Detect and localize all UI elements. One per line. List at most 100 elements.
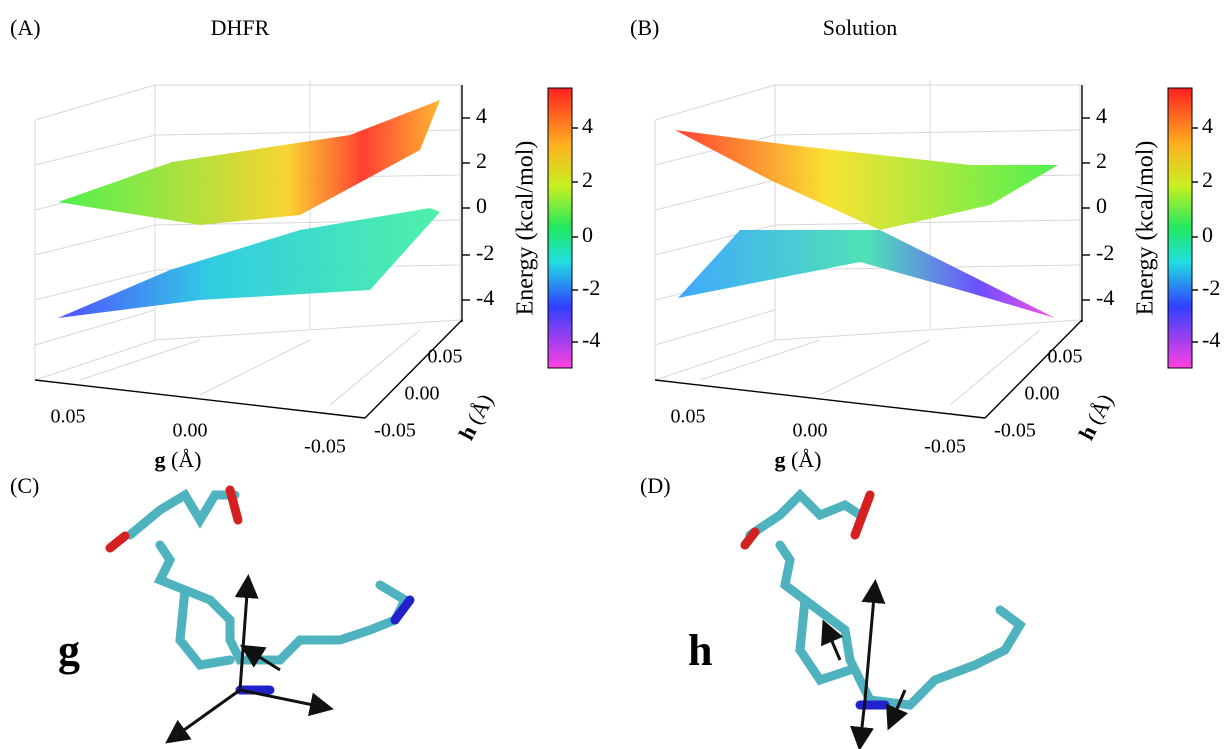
- colorbar-tick-label: -2: [582, 275, 600, 300]
- axis-symbol: g: [154, 447, 165, 472]
- z-tick-label: 2: [476, 148, 487, 173]
- colorbar-tick-label: -4: [582, 327, 600, 352]
- panel-title: Solution: [823, 15, 898, 40]
- z-tick-label: 2: [1096, 148, 1107, 173]
- grid-line: [154, 319, 461, 341]
- colorbar-tick-label: 4: [582, 113, 593, 138]
- grid-line: [949, 329, 1041, 406]
- grid-line: [34, 134, 156, 166]
- surface: [58, 208, 440, 318]
- vector-label: h: [688, 626, 712, 675]
- grid-line: [34, 339, 156, 381]
- arrow: [821, 619, 844, 661]
- molecule-c: [105, 485, 415, 744]
- colorbar-tick-label: -4: [1202, 327, 1220, 352]
- z-tick-label: -4: [1096, 285, 1114, 310]
- panel-label: (B): [630, 15, 659, 40]
- colorbar-tick-label: 2: [1202, 167, 1213, 192]
- arrow: [239, 644, 281, 672]
- colorbar: [1167, 87, 1193, 369]
- y-axis: [364, 319, 463, 419]
- grid-line: [199, 339, 311, 396]
- x-tick-label: 0.05: [671, 406, 706, 428]
- x-axis-label: g (Å): [774, 447, 821, 472]
- bond: [153, 540, 411, 665]
- arrow: [886, 689, 909, 731]
- panel-label: (C): [10, 473, 39, 498]
- atom: [225, 485, 243, 525]
- panel-label: (A): [10, 15, 41, 40]
- z-tick-label: -2: [476, 240, 494, 265]
- grid-line: [654, 84, 776, 121]
- arrow: [239, 688, 334, 717]
- panel-title: DHFR: [211, 15, 270, 40]
- colorbar-label: Energy (kcal/mol): [513, 141, 539, 316]
- grid-line: [774, 129, 1081, 136]
- panel: [654, 80, 1081, 406]
- grid-line: [654, 309, 776, 346]
- grid-line: [79, 339, 201, 381]
- surface: [58, 100, 440, 225]
- z-tick-label: 4: [1096, 103, 1107, 128]
- colorbar-tick-label: -2: [1202, 275, 1220, 300]
- vector-label: g: [58, 626, 80, 675]
- colorbar-tick-label: 4: [1202, 113, 1213, 138]
- y-tick-label: -0.05: [374, 420, 416, 442]
- bond: [775, 540, 1026, 710]
- x-tick-label: 0.00: [173, 420, 208, 442]
- y-tick-label: 0.00: [405, 383, 440, 405]
- arrow: [165, 688, 241, 744]
- surfaces: [58, 100, 1058, 318]
- x-axis: [654, 379, 986, 419]
- colorbar: [547, 87, 573, 369]
- atom: [850, 490, 875, 540]
- grid-line: [34, 269, 156, 301]
- grid-line: [699, 339, 821, 381]
- z-tick-label: 0: [476, 193, 487, 218]
- grid-line: [774, 319, 1081, 341]
- atom: [740, 527, 760, 550]
- y-tick-label: 0.05: [428, 346, 463, 368]
- z-tick-label: 0: [1096, 193, 1107, 218]
- colorbar-label: Energy (kcal/mol): [1133, 141, 1159, 316]
- surface: [678, 230, 1055, 318]
- axis-unit: (Å): [1082, 390, 1118, 429]
- grid-line: [819, 339, 931, 396]
- panel-label: (D): [640, 473, 671, 498]
- grid-line: [34, 309, 156, 346]
- bond: [795, 595, 855, 686]
- z-tick-label: -4: [476, 285, 494, 310]
- z-tick-label: 4: [476, 103, 487, 128]
- grid-line: [34, 84, 156, 121]
- y-tick-label: -0.05: [994, 420, 1036, 442]
- y-axis: [984, 319, 1083, 419]
- y-tick-label: 0.00: [1025, 383, 1060, 405]
- y-tick-label: 0.05: [1048, 346, 1083, 368]
- grid-line: [34, 224, 156, 256]
- z-tick-label: -2: [1096, 240, 1114, 265]
- grid-line: [654, 339, 776, 381]
- x-axis-label: g (Å): [154, 447, 201, 472]
- x-tick-label: -0.05: [924, 436, 966, 458]
- bond: [175, 585, 235, 670]
- x-tick-label: -0.05: [304, 436, 346, 458]
- colorbar-tick-label: 0: [1202, 222, 1213, 247]
- arrow: [850, 699, 874, 749]
- atom: [390, 595, 415, 625]
- axis-symbol: g: [774, 447, 785, 472]
- colorbar-tick-label: 2: [582, 167, 593, 192]
- y-axis-label: h (Å): [1073, 390, 1118, 444]
- colorbar-tick-label: 0: [582, 222, 593, 247]
- x-axis: [34, 379, 366, 419]
- x-tick-label: 0.00: [793, 420, 828, 442]
- x-tick-label: 0.05: [51, 406, 86, 428]
- grid-line: [774, 219, 1081, 226]
- axis-unit: (Å): [171, 447, 202, 472]
- surface: [675, 130, 1058, 230]
- molecule-d: [740, 488, 1026, 749]
- axis-unit: (Å): [791, 447, 822, 472]
- arrow: [861, 579, 886, 701]
- grid-line: [654, 179, 776, 211]
- arrow: [234, 574, 259, 691]
